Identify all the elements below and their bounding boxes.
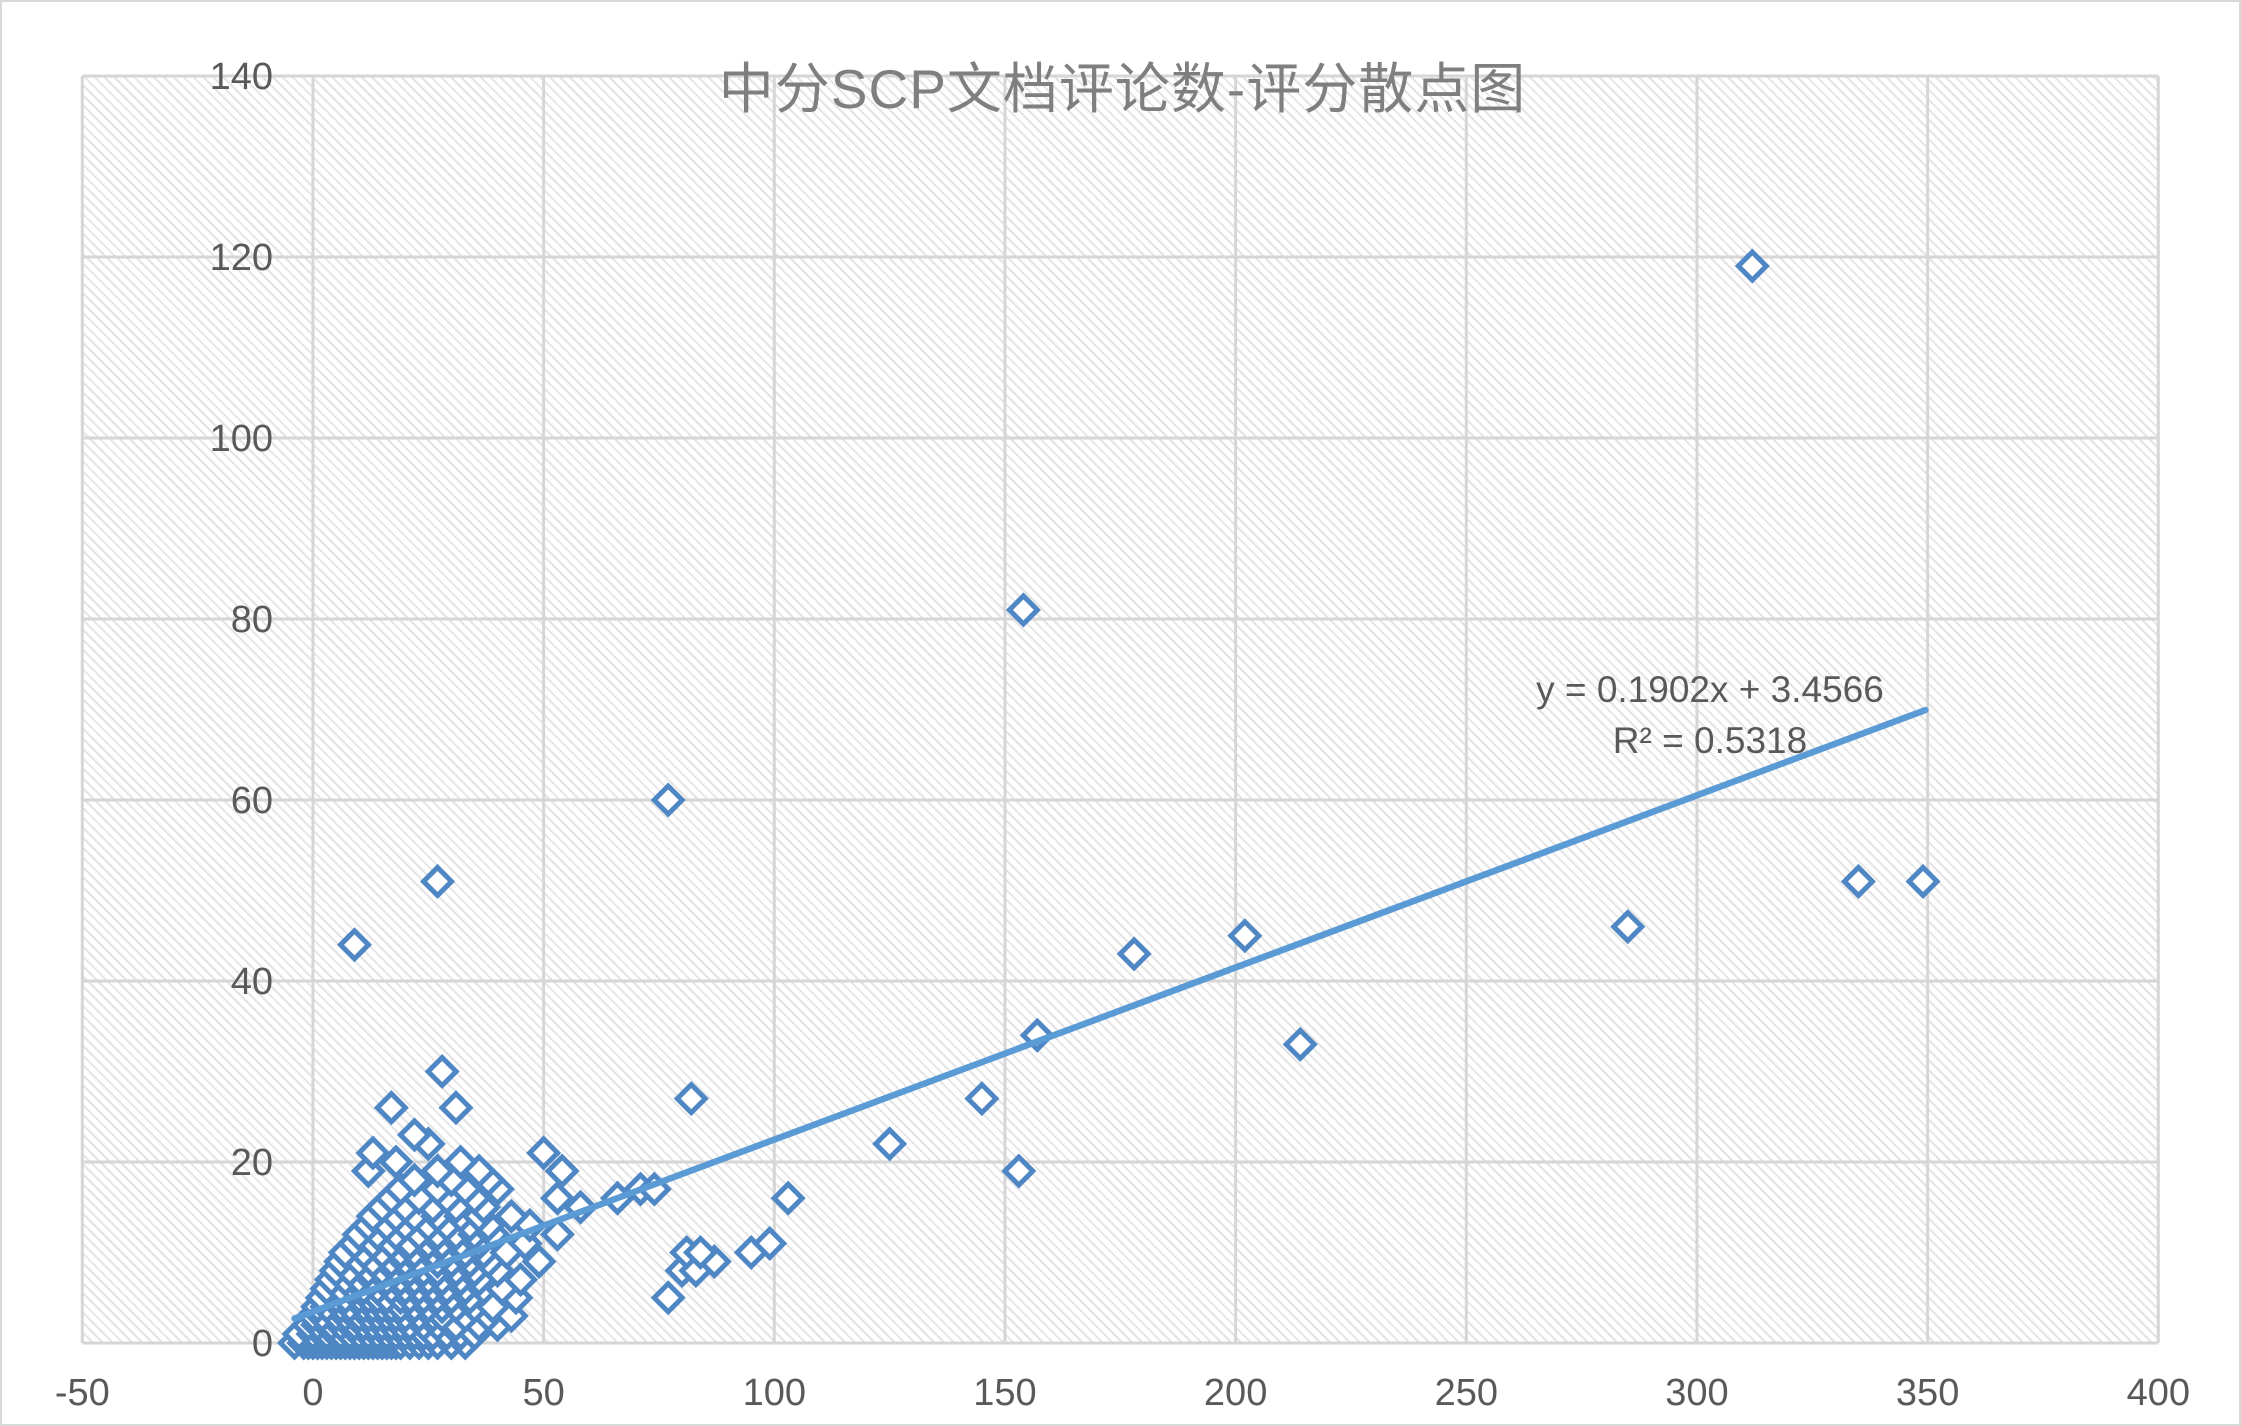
data-point-marker[interactable]	[378, 1144, 414, 1180]
data-point-marker[interactable]	[650, 1280, 686, 1316]
data-point-marker[interactable]	[350, 1153, 386, 1189]
data-point-marker[interactable]	[770, 1180, 806, 1216]
x-tick-label: 250	[1435, 1372, 1498, 1414]
data-point-marker[interactable]	[872, 1126, 908, 1162]
data-point-marker[interactable]	[503, 1262, 539, 1298]
y-tick-label: 20	[231, 1142, 273, 1184]
x-tick-label: 300	[1665, 1372, 1728, 1414]
x-tick-label: 350	[1896, 1372, 1959, 1414]
x-tick-label: 0	[302, 1372, 323, 1414]
trendline[interactable]	[291, 706, 1929, 1322]
data-point-marker[interactable]	[544, 1153, 580, 1189]
data-point-marker[interactable]	[1005, 592, 1041, 628]
data-point-marker[interactable]	[1227, 918, 1263, 954]
chart-title: 中分SCP文档评论数-评分散点图	[718, 58, 1527, 120]
x-tick-label: -50	[55, 1372, 110, 1414]
data-point-marker[interactable]	[438, 1090, 474, 1126]
data-point-marker[interactable]	[419, 863, 456, 899]
data-point-marker[interactable]	[493, 1198, 529, 1234]
data-point-marker[interactable]	[521, 1244, 557, 1280]
data-point-marker[interactable]	[396, 1117, 432, 1153]
x-tick-label: 100	[743, 1372, 806, 1414]
y-tick-label: 80	[231, 599, 273, 641]
data-point-marker[interactable]	[1840, 863, 1876, 899]
data-point-marker[interactable]	[1905, 863, 1941, 899]
y-tick-label: 60	[231, 780, 273, 822]
x-tick-label: 200	[1204, 1372, 1267, 1414]
data-point-marker[interactable]	[1116, 936, 1152, 972]
y-tick-label: 120	[210, 237, 273, 279]
data-point-marker[interactable]	[673, 1081, 709, 1117]
data-point-marker[interactable]	[355, 1135, 391, 1171]
data-point-marker[interactable]	[752, 1225, 788, 1261]
y-tick-label: 100	[210, 418, 273, 460]
data-point-marker[interactable]	[373, 1090, 409, 1126]
data-point-marker[interactable]	[539, 1216, 576, 1252]
y-tick-label: 140	[210, 56, 273, 98]
data-point-marker[interactable]	[526, 1135, 562, 1171]
data-point-marker[interactable]	[682, 1234, 719, 1271]
y-tick-label: 0	[252, 1323, 273, 1365]
x-tick-label: 150	[973, 1372, 1036, 1414]
trendline-label: y = 0.1902x + 3.4566 R² = 0.5318	[1460, 664, 1960, 766]
data-point-marker[interactable]	[396, 1162, 432, 1198]
x-tick-label: 400	[2127, 1372, 2190, 1414]
data-point-marker[interactable]	[650, 782, 686, 818]
data-point-marker[interactable]	[1001, 1153, 1037, 1189]
data-point-marker[interactable]	[1610, 909, 1646, 945]
data-point-marker[interactable]	[964, 1081, 1000, 1117]
trendline-equation: y = 0.1902x + 3.4566	[1536, 669, 1884, 710]
data-point-marker[interactable]	[443, 1144, 479, 1180]
data-point-marker[interactable]	[336, 927, 373, 963]
data-point-marker[interactable]	[419, 1153, 456, 1189]
data-point-marker[interactable]	[424, 1053, 460, 1090]
trendline-r-squared: R² = 0.5318	[1612, 720, 1808, 761]
x-tick-label: 50	[522, 1372, 564, 1414]
data-point-marker[interactable]	[1282, 1026, 1318, 1062]
data-point-marker[interactable]	[539, 1180, 576, 1216]
data-point-marker[interactable]	[1734, 248, 1770, 284]
y-tick-label: 40	[231, 961, 273, 1003]
